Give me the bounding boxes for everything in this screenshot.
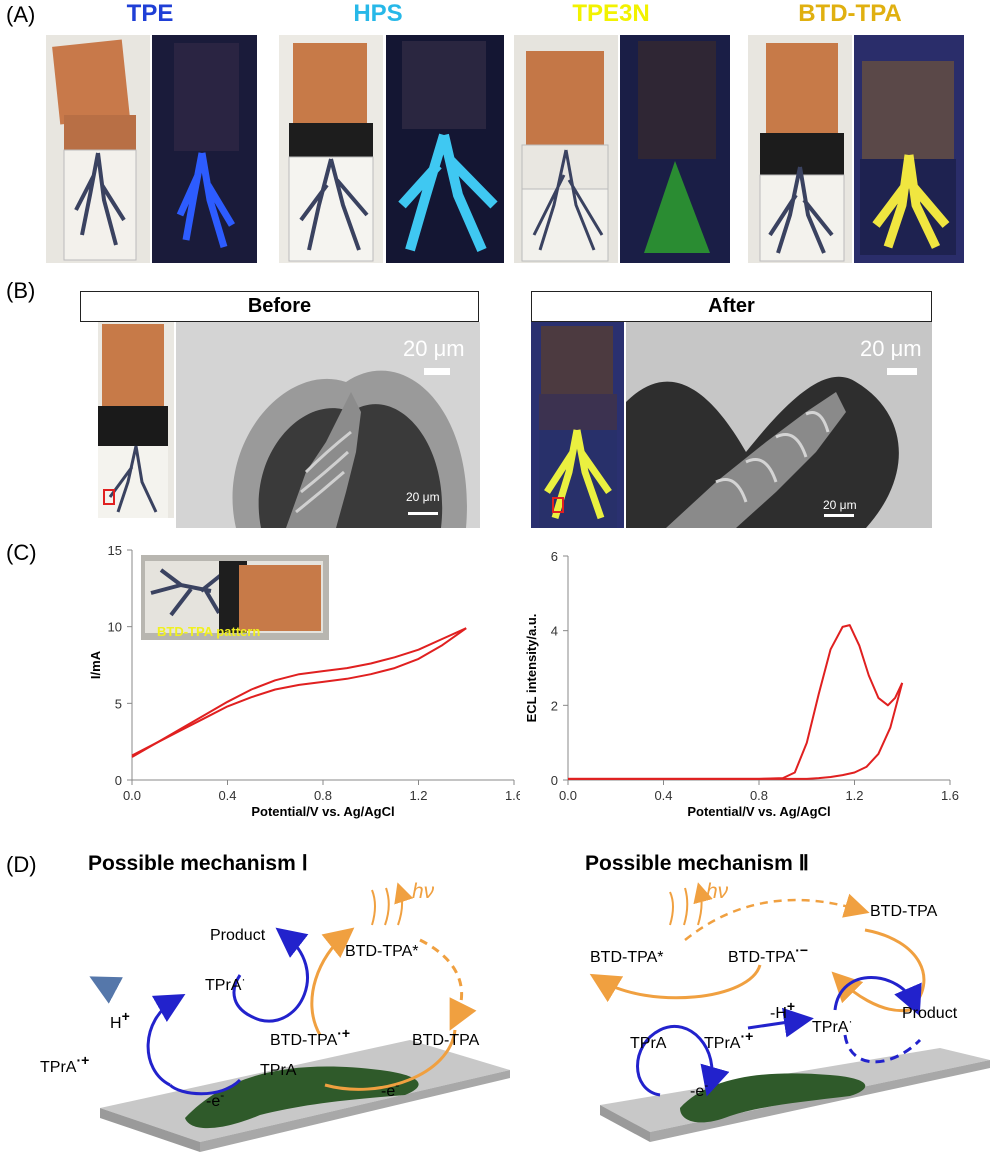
material-label-tpe3n: TPE3N: [572, 0, 650, 27]
hps-uv-photo: [386, 35, 504, 263]
before-label: Before: [80, 291, 479, 322]
mech1-tpra-cation: TPrA·+: [40, 1052, 89, 1076]
ecl-x-tick-label: 0.8: [750, 788, 768, 803]
mech1-btd-cation: BTD-TPA·+: [270, 1025, 350, 1049]
panel-d-letter: (D): [6, 852, 37, 877]
cv-y-tick-label: 0: [115, 773, 122, 788]
tpe-daylight-photo: [46, 35, 150, 263]
cv-chart: 0.0 0.4 0.8 1.2 1.6 0 5 10 15 Potential/V vs. Ag/…: [90, 543, 520, 819]
ecl-y-tick-label: 4: [551, 624, 558, 639]
mechanism-2-title: Possible mechanism Ⅱ: [585, 852, 809, 875]
tpe3n-uv-photo: [620, 35, 730, 263]
after-device-photo: [531, 322, 624, 528]
hps-daylight-photo: [279, 35, 383, 263]
material-label-tpe: TPE: [126, 0, 174, 27]
mechanism-2-diagram: hν BTD-TPA BTD-TPA* BTD-TPA·− TPrA TPrA·…: [589, 870, 990, 1142]
before-device-photo: [98, 322, 174, 518]
ecl-x-tick-label: 1.6: [941, 788, 959, 803]
mech2-btd: BTD-TPA: [870, 903, 938, 920]
ecl-y-tick-label: 0: [551, 773, 558, 788]
ecl-y-tick-label: 6: [551, 549, 558, 564]
cv-series-reverse: [131, 627, 467, 758]
mech2-btd-excited: BTD-TPA*: [590, 949, 663, 966]
tpe3n-daylight-photo: [514, 35, 618, 263]
mech1-e2: -e-: [381, 1078, 399, 1100]
cv-y-tick-label: 10: [108, 620, 122, 635]
mech2-hv: hν: [706, 880, 729, 903]
after-sem-image: [626, 322, 932, 528]
mech1-tpra: TPrA: [260, 1062, 297, 1079]
btd-tpa-daylight-photo: [748, 35, 852, 263]
mech1-tpra-radical: TPrA·: [205, 972, 245, 994]
mech2-btd-anion: BTD-TPA·−: [728, 942, 808, 966]
cv-x-tick-label: 0.4: [218, 788, 236, 803]
mech2-e: -e-: [690, 1078, 708, 1100]
after-scale-label-small: 20 μm: [823, 498, 857, 512]
cv-x-tick-label: 0.8: [314, 788, 332, 803]
ecl-x-tick-label: 0.4: [654, 788, 672, 803]
cv-x-axis-label: Potential/V vs. Ag/AgCl: [251, 804, 394, 819]
mech1-e1: -e-: [206, 1088, 224, 1110]
mechanism-1-diagram: hν Product TPrA· H+ BTD-TPA* TPrA·+ BTD-…: [40, 870, 510, 1152]
mech1-btd-excited: BTD-TPA*: [345, 943, 418, 960]
ecl-x-tick-label: 0.0: [559, 788, 577, 803]
ecl-chart: 0.0 0.4 0.8 1.2 1.6 0 2 4 6 Potential/V vs. Ag/Ag…: [524, 549, 959, 819]
before-scale-label-large: 20 μm: [403, 336, 465, 361]
mech2-tpra-radical: TPrA·: [812, 1014, 852, 1036]
cv-y-tick-label: 5: [115, 696, 122, 711]
cv-y-tick-label: 15: [108, 543, 122, 558]
ecl-series-forward: [568, 624, 904, 780]
mech2-product: Product: [902, 1005, 958, 1022]
mech2-tpra-cation: TPrA·+: [704, 1028, 753, 1052]
ecl-x-axis-label: Potential/V vs. Ag/AgCl: [687, 804, 830, 819]
mechanism-1-title: Possible mechanism Ⅰ: [88, 852, 308, 875]
btd-tpa-pattern-inset: [141, 555, 329, 640]
cv-x-tick-label: 1.2: [409, 788, 427, 803]
mech1-product: Product: [210, 927, 266, 944]
btd-tpa-uv-photo: [854, 35, 964, 263]
mech2-tpra: TPrA: [630, 1035, 667, 1052]
tpe-uv-photo: [152, 35, 257, 263]
cv-x-tick-label: 1.6: [505, 788, 520, 803]
cv-y-axis-label: I/mA: [90, 650, 103, 679]
mech1-hv: hν: [412, 880, 435, 903]
ecl-y-axis-label: ECL intensity/a.u.: [524, 614, 539, 723]
material-label-btd-tpa: BTD-TPA: [798, 0, 902, 27]
after-label: After: [531, 291, 932, 322]
ecl-x-tick-label: 1.2: [845, 788, 863, 803]
cv-series-forward: [131, 627, 467, 757]
inset-label: BTD-TPA pattern: [157, 624, 261, 639]
before-scale-label-small: 20 μm: [406, 490, 440, 504]
cv-x-tick-label: 0.0: [123, 788, 141, 803]
material-label-hps: HPS: [353, 0, 403, 27]
btd-tpa-dendrite-pattern: [185, 1066, 419, 1129]
ecl-y-tick-label: 2: [551, 698, 558, 713]
panel-c-letter: (C): [6, 540, 37, 565]
mech1-h-plus: H+: [110, 1008, 130, 1032]
ecl-series-reverse: [568, 682, 904, 780]
after-scale-label-large: 20 μm: [860, 336, 922, 361]
mech1-btd: BTD-TPA: [412, 1032, 480, 1049]
panel-b-letter: (B): [6, 278, 36, 303]
panel-a-letter: (A): [6, 2, 36, 27]
mech2-minus-h: -H+: [770, 998, 795, 1022]
before-sem-image: [176, 322, 480, 528]
